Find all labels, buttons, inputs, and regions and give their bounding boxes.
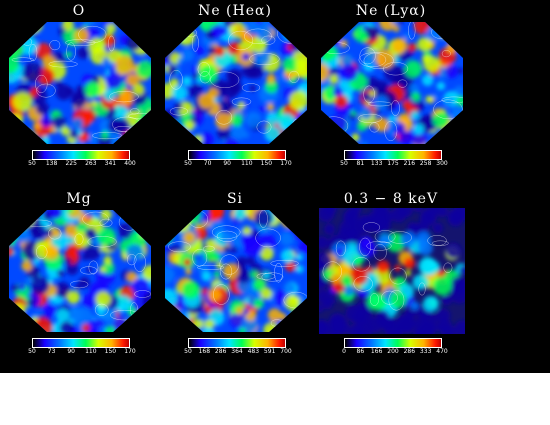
colorbar — [32, 150, 130, 160]
xray-map-image — [163, 20, 309, 146]
xray-map-image — [319, 20, 465, 146]
colorbar-tick-label: 150 — [260, 160, 273, 167]
colorbar-ticks: 50 73 90 110 150 170 — [20, 348, 142, 358]
colorbar-tick-label: 216 — [403, 160, 416, 167]
colorbar-tick-label: 50 — [184, 160, 192, 167]
xray-map-image — [319, 208, 465, 334]
colorbar — [344, 338, 442, 348]
colorbar-tick-label: 168 — [198, 348, 211, 355]
colorbar — [188, 338, 286, 348]
panel-3: Ne (Lyα) 50 81 133 175 216 258 300 — [316, 2, 466, 172]
colorbar-tick-label: 150 — [104, 348, 117, 355]
panel-title: Si — [226, 191, 244, 207]
panel-title: Ne (Heα) — [198, 3, 272, 19]
panel-title: O — [72, 3, 86, 19]
colorbar-tick-label: 286 — [214, 348, 227, 355]
colorbar-tick-label: 200 — [387, 348, 399, 355]
colorbar-tick-label: 258 — [419, 160, 432, 167]
colorbar-tick-label: 73 — [47, 348, 56, 355]
xray-map-image — [163, 208, 309, 334]
colorbar-tick-label: 138 — [45, 160, 58, 167]
colorbar-tick-label: 400 — [124, 160, 136, 167]
xray-map-image — [7, 20, 153, 146]
colorbar-tick-label: 225 — [65, 160, 77, 167]
panel-2: Ne (Heα) 50 70 90 110 150 170 — [160, 2, 310, 172]
colorbar-tick-label: 333 — [419, 348, 432, 355]
colorbar-tick-label: 0 — [342, 348, 346, 355]
colorbar-tick-label: 700 — [280, 348, 292, 355]
colorbar-tick-label: 483 — [247, 348, 260, 355]
colorbar-tick-label: 50 — [184, 348, 192, 355]
colorbar-tick-label: 341 — [104, 160, 117, 167]
colorbar-tick-label: 286 — [403, 348, 416, 355]
colorbar-tick-label: 90 — [67, 348, 76, 355]
colorbar-tick-label: 170 — [124, 348, 136, 355]
colorbar-tick-label: 81 — [356, 160, 365, 167]
colorbar-tick-label: 50 — [28, 348, 36, 355]
colorbar-ticks: 50 168 286 364 483 591 700 — [176, 348, 298, 358]
colorbar-tick-label: 591 — [263, 348, 276, 355]
colorbar — [32, 338, 130, 348]
colorbar-tick-label: 50 — [340, 160, 348, 167]
panel-1: O 50 138 225 263 341 400 — [4, 2, 154, 172]
colorbar-tick-label: 364 — [231, 348, 243, 355]
colorbar-tick-label: 70 — [203, 160, 212, 167]
panel-4: Mg 50 73 90 110 150 170 — [4, 190, 154, 360]
colorbar-ticks: 50 81 133 175 216 258 300 — [332, 160, 454, 170]
colorbar — [344, 150, 442, 160]
colorbar-tick-label: 470 — [436, 348, 448, 355]
colorbar-tick-label: 175 — [387, 160, 399, 167]
colorbar-tick-label: 110 — [85, 348, 97, 355]
colorbar — [188, 150, 286, 160]
xray-map-image — [7, 208, 153, 334]
colorbar-tick-label: 50 — [28, 160, 36, 167]
colorbar-tick-label: 110 — [241, 160, 253, 167]
colorbar-tick-label: 133 — [370, 160, 383, 167]
colorbar-tick-label: 90 — [223, 160, 232, 167]
panel-title: Mg — [66, 191, 92, 207]
spectral-image-grid: O 50 138 225 263 341 400 Ne (Heα) 50 70 90 110 150 17… — [0, 0, 550, 373]
colorbar-tick-label: 300 — [436, 160, 448, 167]
panel-title: 0.3 − 8 keV — [343, 191, 439, 207]
colorbar-ticks: 0 86 166 200 286 333 470 — [332, 348, 454, 358]
panel-title: Ne (Lyα) — [355, 3, 427, 19]
colorbar-tick-label: 170 — [280, 160, 292, 167]
colorbar-ticks: 50 70 90 110 150 170 — [176, 160, 298, 170]
colorbar-ticks: 50 138 225 263 341 400 — [20, 160, 142, 170]
colorbar-tick-label: 166 — [370, 348, 383, 355]
panel-5: Si 50 168 286 364 483 591 700 — [160, 190, 310, 360]
colorbar-tick-label: 263 — [85, 160, 97, 167]
colorbar-tick-label: 86 — [356, 348, 365, 355]
panel-6: 0.3 − 8 keV 0 86 166 200 286 333 470 — [316, 190, 466, 360]
